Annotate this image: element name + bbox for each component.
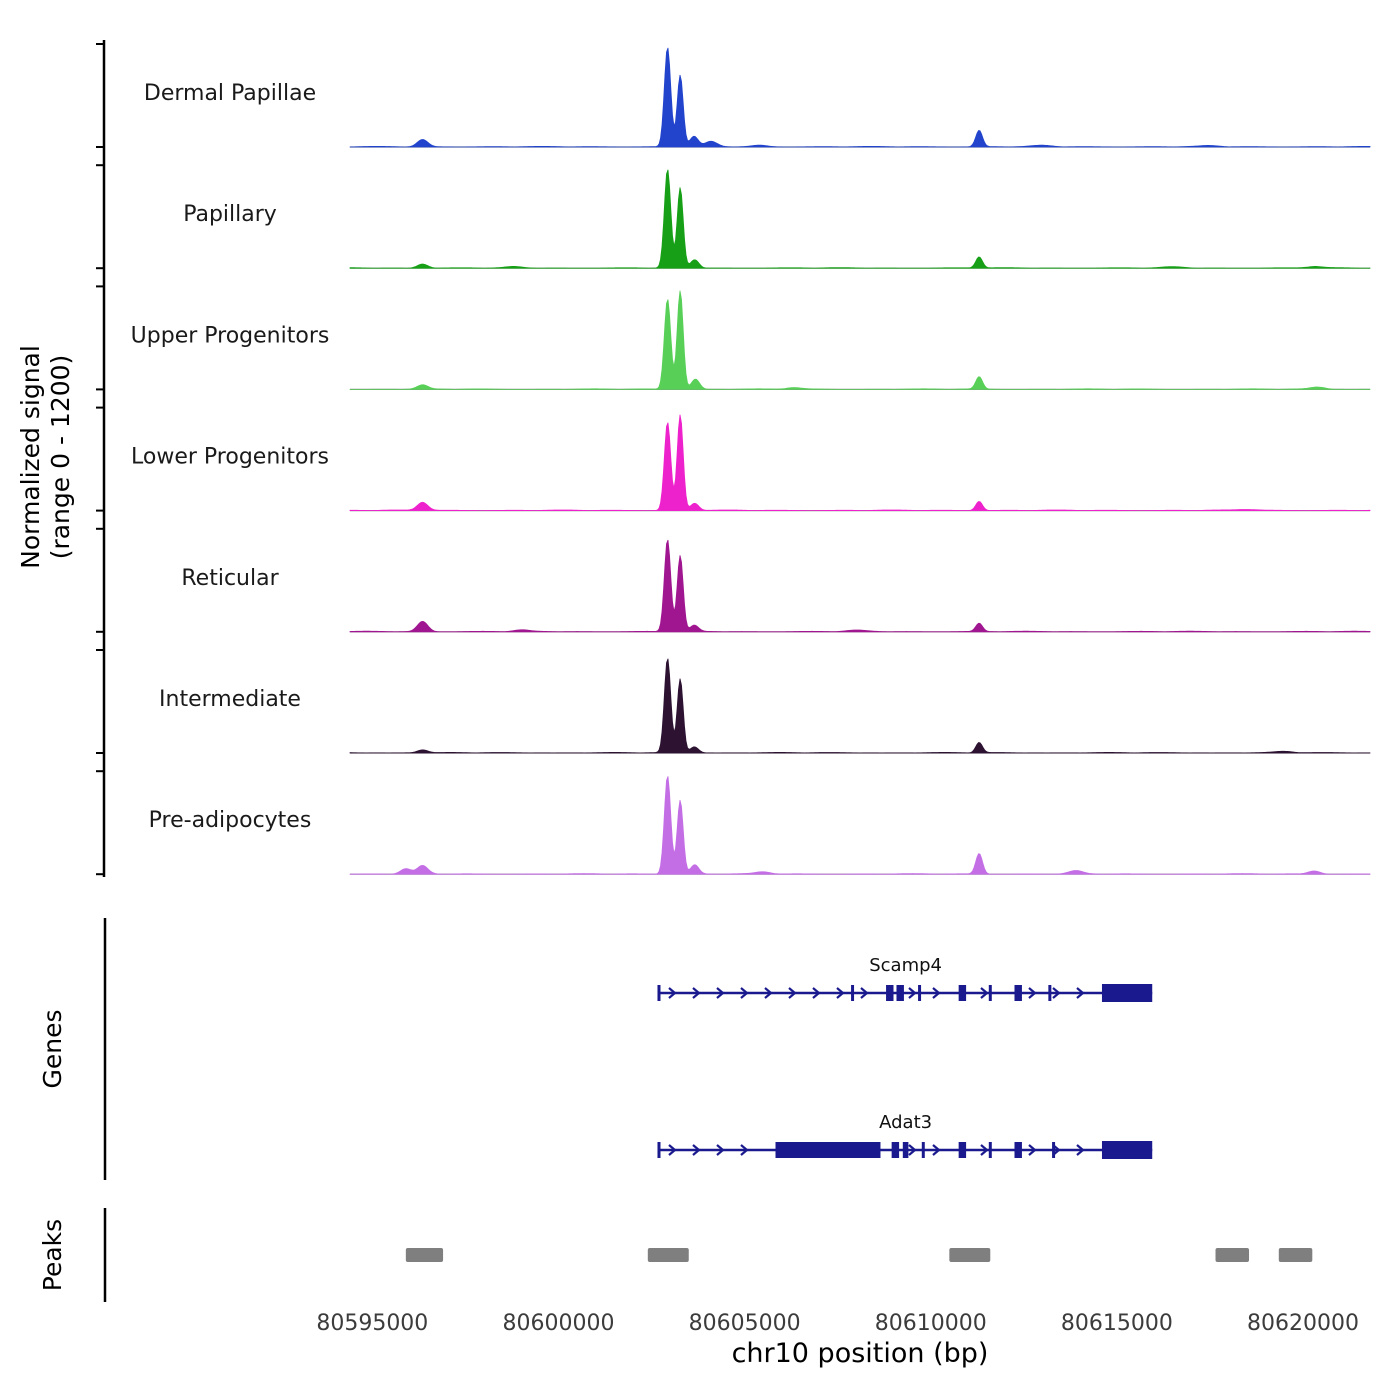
- signal-area-reticular: [349, 539, 1371, 633]
- strand-arrow-icon: [692, 987, 701, 999]
- terminal-exon-box: [1101, 1141, 1153, 1159]
- x-tick-label: 80605000: [689, 1311, 801, 1336]
- strand-arrow-icon: [836, 987, 845, 999]
- strand-arrow-icon: [908, 987, 917, 999]
- strand-arrow-icon: [1028, 1144, 1037, 1156]
- peak-region: [647, 1248, 689, 1262]
- x-tick-label: 80595000: [316, 1311, 428, 1336]
- gene-model-adat3: Adat3: [657, 1112, 1153, 1159]
- exon-box: [902, 1142, 909, 1158]
- strand-arrow-icon: [668, 1144, 677, 1156]
- peak-region: [949, 1248, 991, 1262]
- gene-name: Scamp4: [869, 955, 942, 976]
- strand-arrow-icon: [980, 987, 989, 999]
- exon-box: [1014, 985, 1022, 1001]
- signal-area-upper-progenitors: [349, 290, 1371, 390]
- strand-arrow-icon: [764, 987, 773, 999]
- strand-arrow-icon: [740, 1144, 749, 1156]
- peak-region: [1278, 1248, 1313, 1262]
- track-label: Papillary: [183, 202, 277, 227]
- exon-box: [958, 1142, 967, 1158]
- strand-arrow-icon: [932, 1144, 941, 1156]
- strand-arrow-icon: [668, 987, 677, 999]
- track-label: Lower Progenitors: [131, 445, 329, 470]
- track-label: Upper Progenitors: [131, 323, 330, 348]
- signal-area-dermal-papillae: [349, 47, 1371, 148]
- strand-arrow-icon: [692, 1144, 701, 1156]
- strand-arrow-icon: [1076, 1144, 1085, 1156]
- track-label: Reticular: [181, 566, 279, 591]
- track-label: Dermal Papillae: [144, 81, 316, 106]
- signal-area-lower-progenitors: [349, 414, 1371, 512]
- strand-arrow-icon: [932, 987, 941, 999]
- exon-box: [958, 985, 967, 1001]
- exon-box: [891, 1142, 900, 1158]
- signal-area-intermediate: [349, 658, 1371, 754]
- x-tick-label: 80600000: [502, 1311, 614, 1336]
- strand-arrow-icon: [908, 1144, 917, 1156]
- signal-area-pre-adipocytes: [349, 776, 1371, 875]
- x-axis-title: chr10 position (bp): [731, 1338, 989, 1369]
- strand-arrow-icon: [716, 987, 725, 999]
- strand-arrow-icon: [1052, 1144, 1061, 1156]
- track-label: Intermediate: [159, 687, 301, 712]
- exon-box: [896, 985, 904, 1001]
- exon-box: [775, 1142, 881, 1158]
- terminal-exon-box: [1101, 984, 1153, 1002]
- gene-model-scamp4: Scamp4: [657, 955, 1153, 1002]
- peak-region: [405, 1248, 444, 1262]
- exon-box: [886, 985, 894, 1001]
- exon-box: [1014, 1142, 1022, 1158]
- signal-area-papillary: [349, 169, 1371, 269]
- strand-arrow-icon: [716, 1144, 725, 1156]
- track-label: Pre-adipocytes: [149, 808, 312, 833]
- strand-arrow-icon: [740, 987, 749, 999]
- strand-arrow-icon: [1028, 987, 1037, 999]
- x-tick-label: 80610000: [875, 1311, 987, 1336]
- strand-arrow-icon: [860, 987, 869, 999]
- x-tick-label: 80615000: [1061, 1311, 1173, 1336]
- strand-arrow-icon: [812, 987, 821, 999]
- strand-arrow-icon: [788, 987, 797, 999]
- gene-name: Adat3: [879, 1112, 932, 1133]
- peak-region: [1215, 1248, 1250, 1262]
- strand-arrow-icon: [1076, 987, 1085, 999]
- strand-arrow-icon: [1052, 987, 1061, 999]
- strand-arrow-icon: [980, 1144, 989, 1156]
- x-tick-label: 80620000: [1247, 1311, 1359, 1336]
